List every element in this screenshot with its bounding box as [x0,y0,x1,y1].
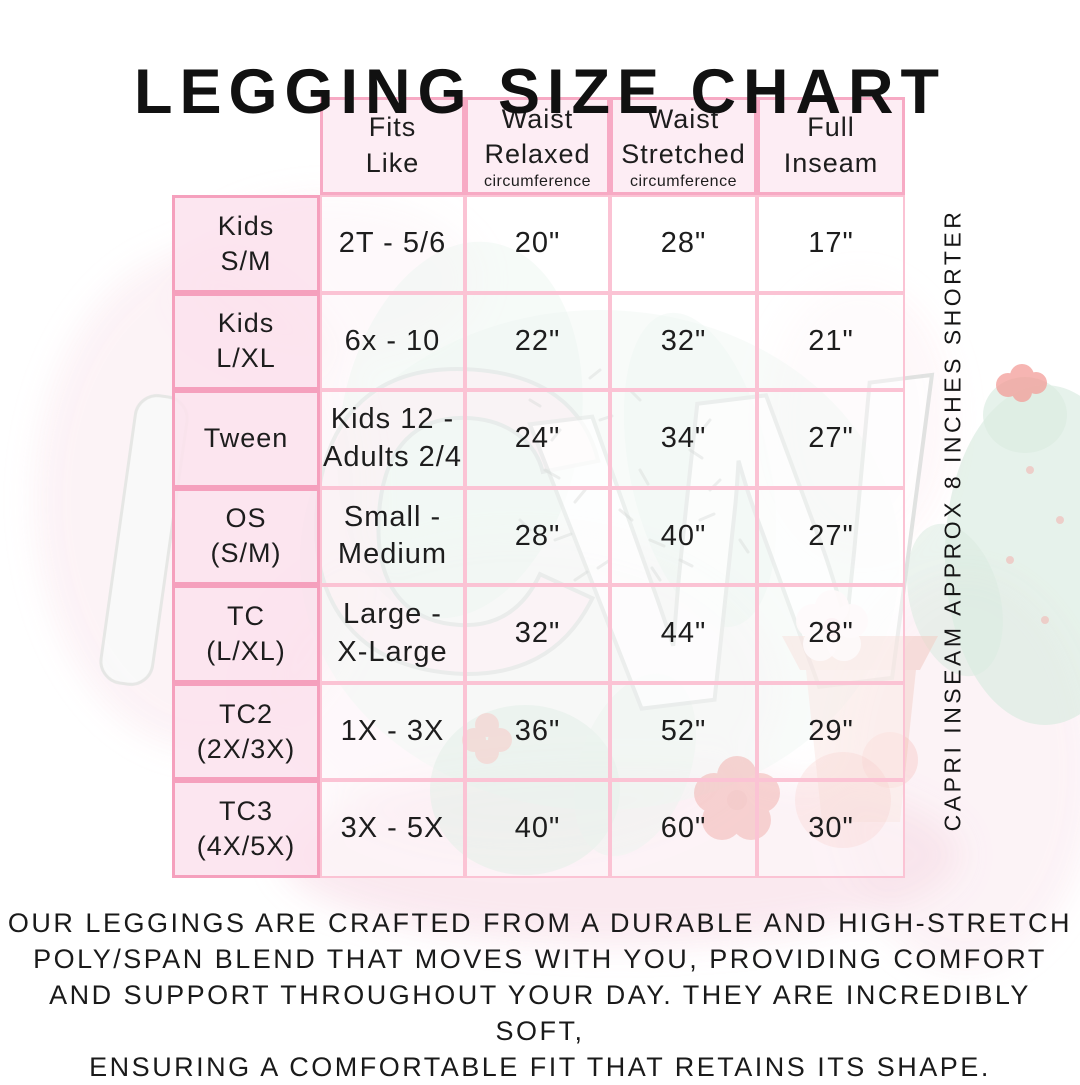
column-header-label: Fits Like [365,112,420,178]
cell-kids-sm-waist-stretched: 28" [610,195,757,293]
column-header-waist-relaxed: Waist Relaxed circumference [465,97,610,195]
cell-os-fits-like: Small - Medium [320,487,465,586]
cell-kids-sm-waist-relaxed: 20" [465,195,610,293]
cactus-flower-icon [996,364,1047,402]
size-chart-table: Fits Like Waist Relaxed circumference Wa… [172,97,905,878]
column-header-subtext: circumference [484,172,591,190]
cell-tc3-waist-relaxed: 40" [465,780,610,878]
row-label-tc-lxl: TC (L/XL) [172,585,320,683]
cell-os-waist-stretched: 40" [610,487,757,586]
cell-tc-waist-relaxed: 32" [465,585,610,683]
row-label-kids-lxl: Kids L/XL [172,292,320,391]
cell-tween-waist-relaxed: 24" [465,390,610,488]
right-cactus-illustration [907,364,1080,725]
column-header-full-inseam: Full Inseam [757,97,905,195]
cell-tc3-waist-stretched: 60" [610,780,757,878]
cell-tween-fits-like: Kids 12 - Adults 2/4 [320,390,465,488]
cell-tc-full-inseam: 28" [757,585,905,683]
cell-tc-waist-stretched: 44" [610,585,757,683]
cell-tc2-fits-like: 1X - 3X [320,682,465,781]
cell-os-waist-relaxed: 28" [465,487,610,586]
column-header-subtext: circumference [630,172,737,190]
column-header-label: Waist Stretched [621,103,746,169]
column-header-fits-like: Fits Like [320,97,465,195]
cell-kids-lxl-waist-stretched: 32" [610,292,757,391]
page-title: LEGGING SIZE CHART [133,57,947,128]
cell-kids-lxl-full-inseam: 21" [757,292,905,391]
column-header-label: Full Inseam [783,112,879,178]
column-header-label: Waist Relaxed [484,103,591,169]
row-label-tc3: TC3 (4X/5X) [172,780,320,878]
cell-kids-sm-fits-like: 2T - 5/6 [320,195,465,293]
cell-kids-lxl-waist-relaxed: 22" [465,292,610,391]
cell-tc3-fits-like: 3X - 5X [320,780,465,878]
cell-tween-waist-stretched: 34" [610,390,757,488]
row-label-os-sm: OS (S/M) [172,487,320,586]
cell-tc-fits-like: Large - X-Large [320,585,465,683]
cell-tc2-full-inseam: 29" [757,682,905,781]
cell-tween-full-inseam: 27" [757,390,905,488]
cell-tc3-full-inseam: 30" [757,780,905,878]
cell-kids-sm-full-inseam: 17" [757,195,905,293]
capri-inseam-note: CAPRI INSEAM APPROX 8 INCHES SHORTER [939,208,966,832]
column-header-waist-stretched: Waist Stretched circumference [610,97,757,195]
row-label-tc2: TC2 (2X/3X) [172,682,320,781]
cell-tc2-waist-relaxed: 36" [465,682,610,781]
cell-os-full-inseam: 27" [757,487,905,586]
cell-tc2-waist-stretched: 52" [610,682,757,781]
cell-kids-lxl-fits-like: 6x - 10 [320,292,465,391]
row-label-tween: Tween [172,390,320,488]
row-label-kids-sm: Kids S/M [172,195,320,293]
description-text: OUR LEGGINGS ARE CRAFTED FROM A DURABLE … [7,908,1073,1082]
